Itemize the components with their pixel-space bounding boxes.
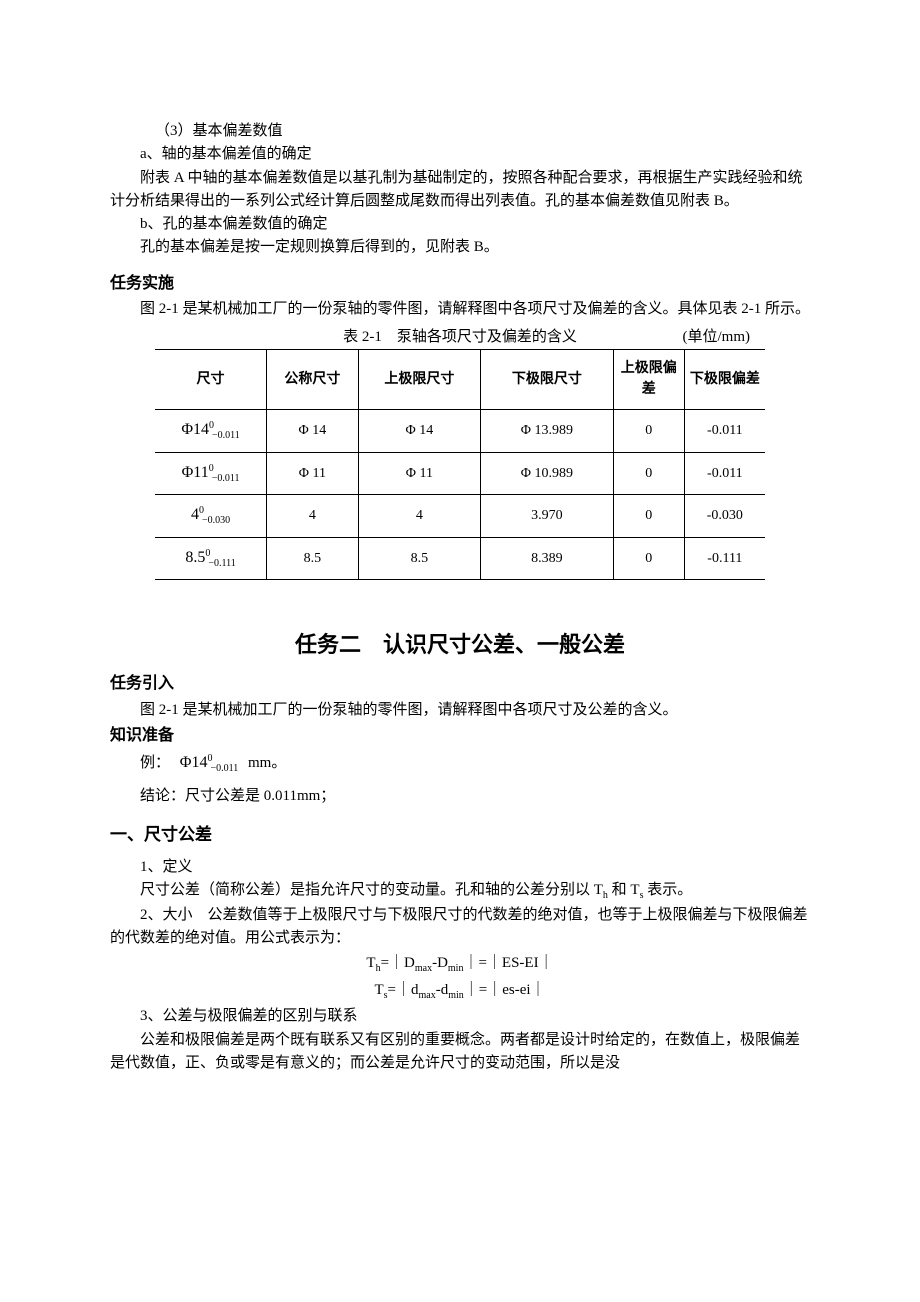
section-1-heading: 一、尺寸公差 — [110, 822, 810, 848]
subitem-a-text: 附表 A 中轴的基本偏差数值是以基孔制为基础制定的，按照各种配合要求，再根据生产… — [110, 167, 810, 214]
def-label: 1、定义 — [110, 856, 810, 879]
cell-lower_size: Φ 13.989 — [481, 410, 614, 453]
example-dimension: Φ140−0.011 — [174, 755, 248, 771]
cell-upper_dev: 0 — [613, 410, 684, 453]
subitem-a-label: a、轴的基本偏差值的确定 — [110, 143, 810, 166]
cell-dimension: Φ140−0.011 — [155, 410, 267, 453]
cell-nominal: 8.5 — [267, 537, 359, 580]
item-3-heading: （3）基本偏差数值 — [110, 120, 810, 143]
cell-lower_size: 3.970 — [481, 495, 614, 538]
cell-nominal: Φ 14 — [267, 410, 359, 453]
def-text: 尺寸公差（简称公差）是指允许尺寸的变动量。孔和轴的公差分别以 Th 和 Ts 表… — [110, 879, 810, 904]
cell-upper_size: 4 — [358, 495, 480, 538]
table-unit: (单位/mm) — [683, 326, 751, 349]
cell-lower_size: 8.389 — [481, 537, 614, 580]
example-line: 例： Φ140−0.011 mm。 — [110, 751, 810, 777]
diff-text: 公差和极限偏差是两个既有联系又有区别的重要概念。两者都是设计时给定的，在数值上，… — [110, 1029, 810, 1076]
th-dim: 尺寸 — [155, 349, 267, 409]
table-caption-text: 表 2-1 泵轴各项尺寸及偏差的含义 — [343, 329, 577, 345]
example-suffix: mm。 — [248, 755, 286, 771]
cell-upper_dev: 0 — [613, 452, 684, 495]
th-upper-dev: 上极限偏差 — [613, 349, 684, 409]
cell-upper_dev: 0 — [613, 495, 684, 538]
size-paragraph: 2、大小 公差数值等于上极限尺寸与下极限尺寸的代数差的绝对值，也等于上极限偏差与… — [110, 904, 810, 951]
cell-upper_size: 8.5 — [358, 537, 480, 580]
cell-lower_dev: -0.011 — [684, 410, 765, 453]
cell-lower_dev: -0.030 — [684, 495, 765, 538]
cell-dimension: Φ110−0.011 — [155, 452, 267, 495]
example-conclusion: 结论：尺寸公差是 0.011mm； — [110, 785, 810, 808]
example-prefix: 例： — [140, 755, 170, 771]
dimension-table: 尺寸 公称尺寸 上极限尺寸 下极限尺寸 上极限偏差 下极限偏差 Φ140−0.0… — [155, 349, 765, 580]
subitem-b-text: 孔的基本偏差是按一定规则换算后得到的，见附表 B。 — [110, 236, 810, 259]
table-row: 8.50−0.1118.58.58.3890-0.111 — [155, 537, 765, 580]
cell-lower_dev: -0.111 — [684, 537, 765, 580]
table-row: Φ110−0.011Φ 11Φ 11Φ 10.9890-0.011 — [155, 452, 765, 495]
table-caption: 表 2-1 泵轴各项尺寸及偏差的含义 (单位/mm) — [110, 326, 810, 349]
diff-label: 3、公差与极限偏差的区别与联系 — [110, 1005, 810, 1028]
cell-lower_dev: -0.011 — [684, 452, 765, 495]
cell-nominal: Φ 11 — [267, 452, 359, 495]
table-row: 40−0.030443.9700-0.030 — [155, 495, 765, 538]
task-implementation-intro: 图 2-1 是某机械加工厂的一份泵轴的零件图，请解释图中各项尺寸及偏差的含义。具… — [110, 298, 810, 321]
prep-heading: 知识准备 — [110, 724, 810, 749]
task-implementation-heading: 任务实施 — [110, 272, 810, 297]
th-upper-size: 上极限尺寸 — [358, 349, 480, 409]
task2-title: 任务二 认识尺寸公差、一般公差 — [110, 628, 810, 662]
formula-1: Th=｜Dmax-Dmin｜=｜ES-EI｜ — [110, 952, 810, 977]
cell-upper_size: Φ 14 — [358, 410, 480, 453]
cell-upper_dev: 0 — [613, 537, 684, 580]
cell-dimension: 40−0.030 — [155, 495, 267, 538]
table-row: Φ140−0.011Φ 14Φ 14Φ 13.9890-0.011 — [155, 410, 765, 453]
cell-nominal: 4 — [267, 495, 359, 538]
lead-in-heading: 任务引入 — [110, 672, 810, 697]
cell-upper_size: Φ 11 — [358, 452, 480, 495]
th-nominal: 公称尺寸 — [267, 349, 359, 409]
cell-dimension: 8.50−0.111 — [155, 537, 267, 580]
document-page: （3）基本偏差数值 a、轴的基本偏差值的确定 附表 A 中轴的基本偏差数值是以基… — [0, 0, 920, 1302]
lead-in-text: 图 2-1 是某机械加工厂的一份泵轴的零件图，请解释图中各项尺寸及公差的含义。 — [110, 699, 810, 722]
cell-lower_size: Φ 10.989 — [481, 452, 614, 495]
th-lower-dev: 下极限偏差 — [684, 349, 765, 409]
subitem-b-label: b、孔的基本偏差数值的确定 — [110, 213, 810, 236]
th-lower-size: 下极限尺寸 — [481, 349, 614, 409]
formula-2: Ts=｜dmax-dmin｜=｜es-ei｜ — [110, 979, 810, 1004]
